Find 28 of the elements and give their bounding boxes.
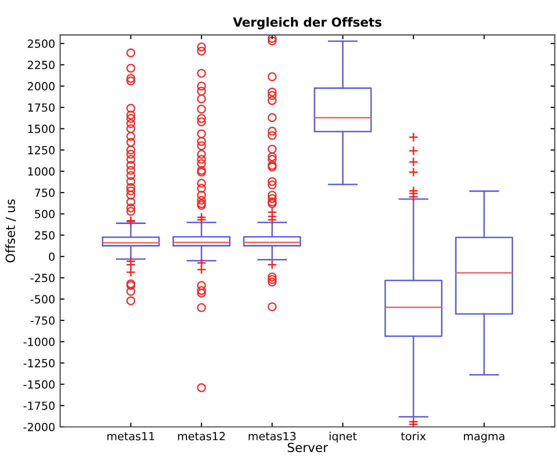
- x-tick-label: metas13: [248, 432, 296, 440]
- y-tick-label: 1500: [28, 124, 55, 134]
- y-axis-title: Offset / us: [5, 199, 16, 262]
- y-tick-label: 1000: [28, 167, 55, 176]
- x-axis-title: Server: [288, 442, 328, 452]
- y-tick-label: 500: [34, 210, 55, 218]
- x-tick-label: iqnet: [330, 432, 357, 442]
- x-tick-label: metas12: [178, 432, 225, 440]
- y-tick-label: 1750: [28, 103, 55, 112]
- y-tick-label: 2250: [28, 60, 55, 70]
- chart-title: Vergleich der Offsets: [232, 17, 382, 30]
- x-tick-label: torix: [401, 432, 426, 440]
- y-tick-label: 250: [34, 231, 55, 240]
- x-tick-label: metas11: [107, 432, 154, 440]
- y-tick-label: 0: [48, 252, 55, 261]
- y-tick-label: -750: [30, 316, 55, 325]
- y-tick-label: -1250: [24, 358, 55, 368]
- y-tick-label: -1500: [24, 380, 55, 389]
- y-tick-label: -1000: [24, 338, 55, 346]
- y-tick-label: 2500: [28, 39, 55, 48]
- y-tick-label: 750: [35, 188, 55, 197]
- y-tick-label: 2000: [28, 82, 55, 90]
- y-tick-label: -2000: [24, 422, 55, 432]
- y-tick-label: -1750: [24, 402, 55, 410]
- x-tick-label: magma: [464, 434, 504, 442]
- y-tick-label: 1250: [28, 146, 55, 154]
- y-tick-label: -500: [30, 295, 55, 304]
- y-tick-label: -250: [30, 274, 55, 282]
